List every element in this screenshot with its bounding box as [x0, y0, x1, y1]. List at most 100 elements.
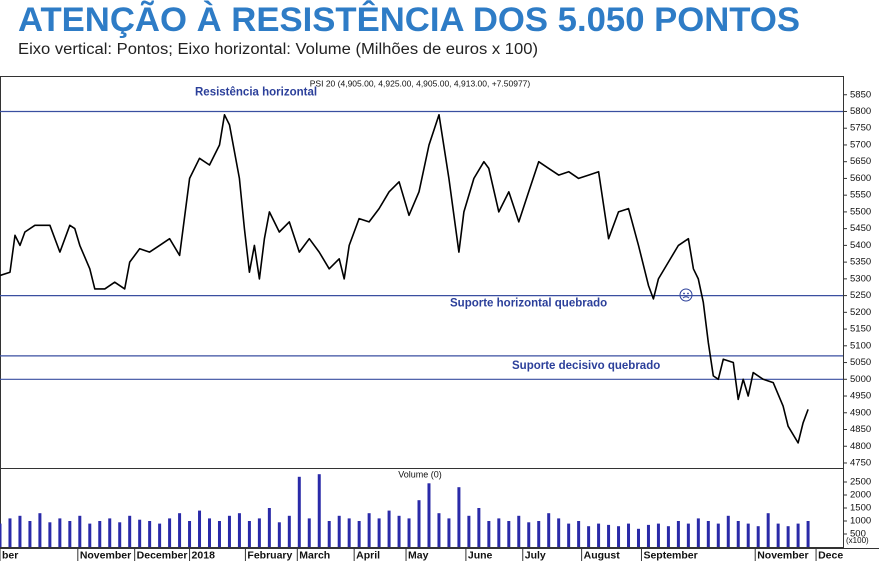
y-tick-label: 5000: [850, 374, 871, 385]
y-tick-label: 5050: [850, 357, 871, 368]
x-tick-label: ber: [2, 549, 18, 561]
y-tick-label: 2500: [850, 477, 871, 488]
unit-label: (x100): [846, 536, 869, 545]
volume-bar: [178, 513, 182, 547]
x-tick-label: Dece: [818, 549, 843, 561]
y-tick-label: 1500: [850, 503, 871, 514]
volume-bar: [257, 518, 261, 547]
volume-bar: [736, 521, 740, 547]
volume-bar: [208, 518, 212, 547]
volume-bar: [567, 523, 571, 547]
volume-bar: [776, 523, 780, 547]
volume-bar: [746, 523, 750, 547]
volume-bar: [656, 523, 660, 547]
x-tick-label: September: [643, 549, 697, 561]
y-tick-label: 5400: [850, 240, 871, 251]
x-tick-label: February: [247, 549, 292, 561]
volume-bar: [168, 518, 172, 547]
volume-bar: [148, 521, 152, 547]
volume-bar: [237, 513, 241, 547]
volume-bar: [537, 521, 541, 547]
x-tick-label: December: [137, 549, 188, 561]
volume-bar: [108, 518, 112, 547]
y-tick-label: 5500: [850, 206, 871, 217]
volume-bar: [387, 510, 391, 547]
y-tick-label: 5550: [850, 190, 871, 201]
volume-bar: [277, 522, 281, 547]
y-tick-label: 2000: [850, 490, 871, 501]
volume-bar: [18, 515, 22, 547]
volume-bar: [796, 523, 800, 547]
volume-bar: [407, 518, 411, 547]
x-tick-label: 2018: [192, 549, 216, 561]
x-tick-label: May: [408, 549, 429, 561]
volume-bar: [0, 523, 2, 547]
volume-bar: [806, 521, 810, 547]
volume-bar: [627, 523, 631, 547]
chart-header: Volume (0): [398, 469, 442, 479]
volume-bar: [267, 508, 271, 547]
volume-bar: [527, 522, 531, 547]
y-tick-label: 5150: [850, 324, 871, 335]
volume-bar: [38, 513, 42, 547]
volume-bar: [716, 523, 720, 547]
volume-bar: [617, 526, 621, 547]
volume-bar: [417, 500, 421, 547]
x-tick-label: November: [80, 549, 131, 561]
volume-bar: [517, 515, 521, 547]
x-tick-label: November: [757, 549, 808, 561]
y-tick-label: 5200: [850, 307, 871, 318]
y-tick-label: 5600: [850, 173, 871, 184]
volume-bar: [188, 521, 192, 547]
volume-bar: [138, 519, 142, 547]
volume-bar: [98, 521, 102, 547]
chart-header: PSI 20 (4,905.00, 4,925.00, 4,905.00, 4,…: [310, 78, 531, 88]
volume-bar: [547, 513, 551, 547]
volume-bar: [577, 521, 581, 547]
volume-bar: [287, 515, 291, 547]
price-line: [0, 114, 809, 444]
volume-bar: [118, 522, 122, 547]
annotation: Suporte horizontal quebrado: [450, 298, 607, 310]
volume-bar: [347, 518, 351, 547]
y-tick-label: 4850: [850, 424, 871, 435]
y-tick-label: 5450: [850, 223, 871, 234]
volume-bar: [337, 515, 341, 547]
volume-bar: [587, 526, 591, 547]
volume-bar: [297, 476, 301, 547]
volume-bar: [128, 515, 132, 547]
volume-bar: [78, 515, 82, 547]
volume-bar: [706, 521, 710, 547]
volume-bar: [217, 521, 221, 547]
y-tick-label: 5650: [850, 156, 871, 167]
y-tick-label: 5350: [850, 257, 871, 268]
volume-bar: [477, 508, 481, 547]
y-tick-label: 5250: [850, 290, 871, 301]
volume-bar: [756, 526, 760, 547]
y-tick-label: 5700: [850, 139, 871, 150]
volume-bar: [786, 526, 790, 547]
volume-bar: [646, 524, 650, 547]
volume-bar: [48, 522, 52, 547]
y-tick-label: 4900: [850, 407, 871, 418]
volume-bar: [367, 513, 371, 547]
volume-bar: [726, 515, 730, 547]
y-tick-label: 5850: [850, 89, 871, 100]
volume-bar: [28, 521, 32, 547]
y-tick-label: 5750: [850, 123, 871, 134]
volume-bar: [557, 518, 561, 547]
volume-bar: [427, 483, 431, 547]
volume-bar: [607, 524, 611, 547]
y-tick-label: 5300: [850, 273, 871, 284]
volume-bar: [447, 518, 451, 547]
x-tick-label: June: [468, 549, 493, 561]
x-tick-label: August: [584, 549, 621, 561]
volume-bar: [437, 513, 441, 547]
volume-bar: [227, 515, 231, 547]
volume-bar: [357, 521, 361, 547]
volume-bar: [158, 523, 162, 547]
volume-bar: [457, 487, 461, 547]
volume-bar: [247, 521, 251, 547]
y-tick-label: 5800: [850, 106, 871, 117]
